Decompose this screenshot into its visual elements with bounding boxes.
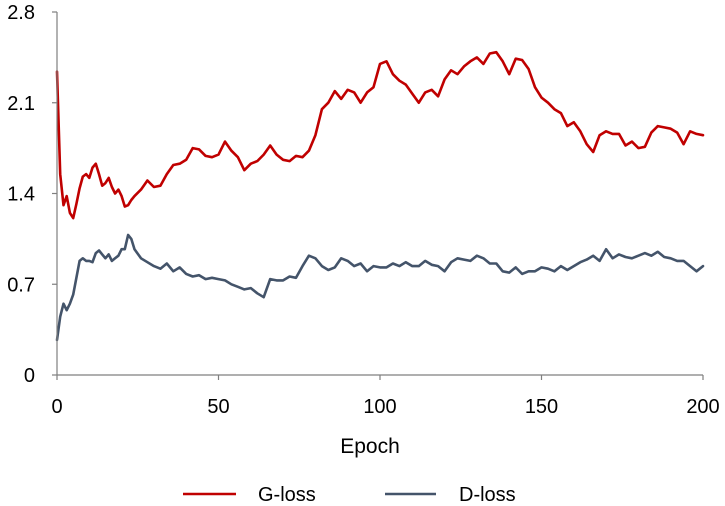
y-tick-label: 2.1	[7, 93, 35, 115]
series-line-g-loss	[55, 50, 705, 220]
legend-label: D-loss	[459, 484, 516, 506]
y-tick-label: 1.4	[7, 184, 35, 206]
y-tick-label: 0	[24, 365, 35, 387]
x-tick-label: 100	[363, 396, 396, 418]
series-layer	[55, 50, 705, 342]
legend-item-g-loss: G-loss	[183, 484, 316, 506]
y-tick-label: 0.7	[7, 274, 35, 296]
legend-label: G-loss	[258, 484, 316, 506]
legend: G-loss D-loss	[183, 484, 516, 506]
series-line-d-loss	[55, 233, 705, 342]
x-tick-label: 150	[525, 396, 558, 418]
x-axis-title: Epoch	[340, 435, 400, 458]
x-tick-label: 0	[51, 396, 62, 418]
x-tick-label: 200	[686, 396, 719, 418]
legend-item-d-loss: D-loss	[385, 484, 516, 506]
axes-layer: 0 0.7 1.4 2.1 2.8 0 50 100 150 200	[7, 2, 720, 418]
y-tick-label: 2.8	[7, 2, 35, 24]
x-tick-label: 50	[207, 396, 229, 418]
